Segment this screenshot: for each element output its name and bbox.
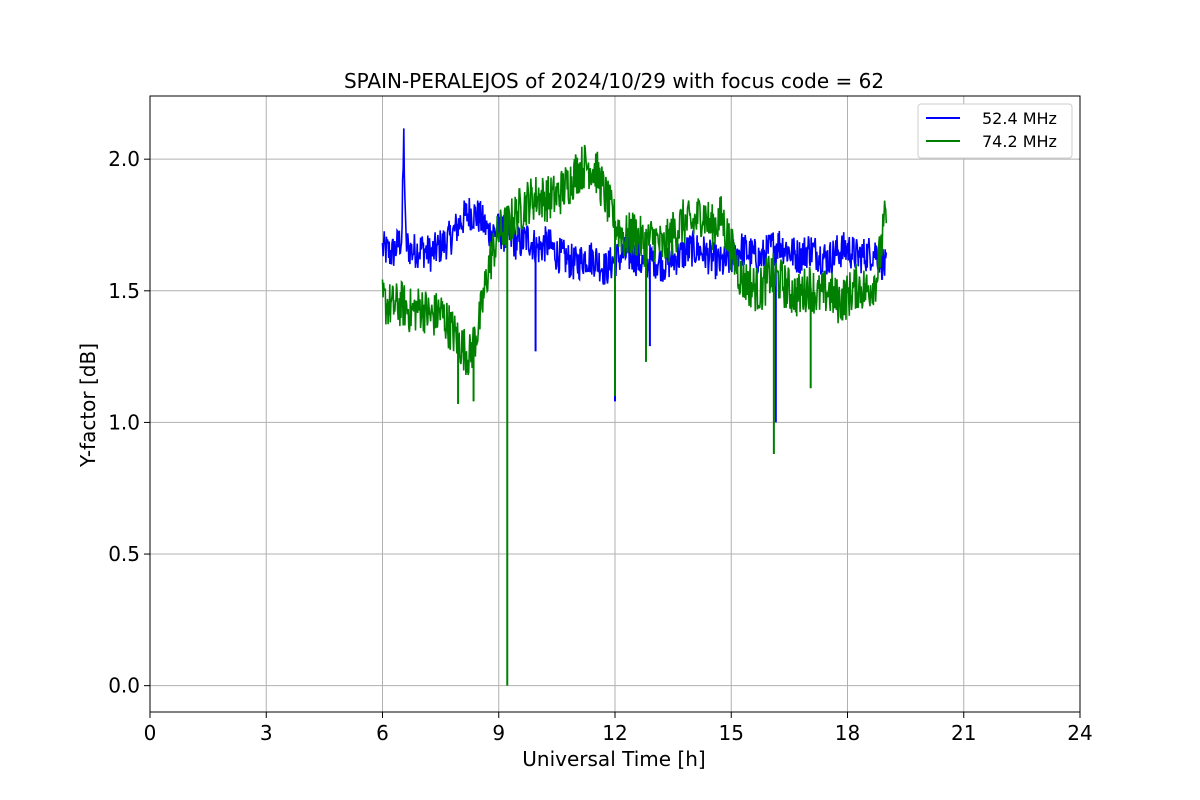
legend-entry: 74.2 MHz: [982, 132, 1057, 151]
y-tick-label: 0.5: [108, 542, 140, 566]
series-line: [381, 128, 888, 285]
x-tick-label: 0: [144, 721, 157, 745]
y-tick-label: 1.0: [108, 410, 140, 434]
x-tick-label: 18: [835, 721, 860, 745]
y-axis-label: Y-factor [dB]: [76, 343, 100, 468]
legend: 52.4 MHz 74.2 MHz: [917, 103, 1073, 159]
series-line: [381, 144, 888, 376]
x-axis-label: Universal Time [h]: [522, 747, 705, 771]
series-1: [381, 144, 888, 686]
x-tick-label: 3: [260, 721, 273, 745]
x-tick-label: 6: [376, 721, 389, 745]
axes: 0 3 6 9 12 15 18 21 24 0.0 0.5 1.0 1.5 2.0: [108, 95, 1093, 745]
y-tick-label: 1.5: [108, 279, 140, 303]
x-tick-label: 9: [492, 721, 505, 745]
chart-title: SPAIN-PERALEJOS of 2024/10/29 with focus…: [344, 69, 884, 93]
y-tick-label: 0.0: [108, 674, 140, 698]
x-tick-label: 24: [1067, 721, 1092, 745]
y-tick-label: 2.0: [108, 147, 140, 171]
plot-area: [381, 128, 888, 686]
legend-entry: 52.4 MHz: [982, 109, 1057, 128]
x-tick-label: 15: [719, 721, 744, 745]
grid: [149, 96, 1081, 712]
x-tick-label: 12: [602, 721, 627, 745]
x-tick-label: 21: [951, 721, 976, 745]
